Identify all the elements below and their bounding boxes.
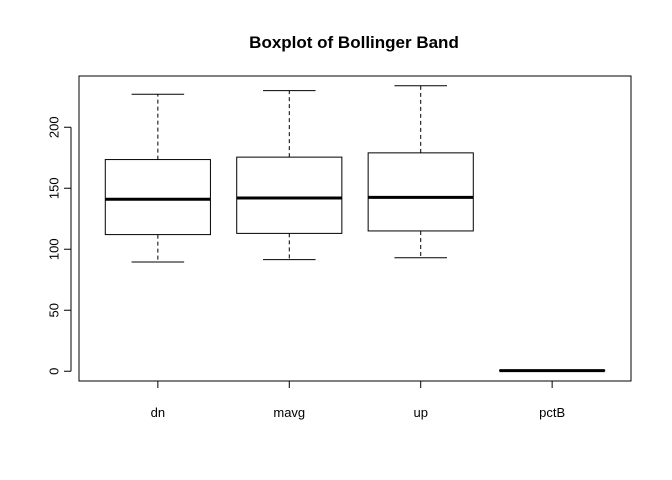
iqr-box [236, 156, 343, 234]
x-tick-label: mavg [273, 405, 305, 420]
x-axis: dn mavg up pctB [151, 380, 565, 420]
plot-frame [78, 75, 632, 382]
box-dn [104, 93, 211, 263]
y-axis: 0 50 100 150 200 [47, 116, 72, 375]
boxes-group [104, 85, 606, 373]
x-tick-label: pctB [539, 405, 565, 420]
y-tick-label: 100 [47, 238, 62, 260]
box-pctB [499, 369, 606, 373]
box-mavg [236, 90, 343, 261]
x-tick-label: dn [151, 405, 165, 420]
iqr-box [367, 152, 474, 232]
y-tick-label: 0 [47, 368, 62, 375]
box-up [367, 85, 474, 259]
iqr-box [104, 159, 211, 236]
y-tick-label: 150 [47, 177, 62, 199]
y-tick-label: 50 [47, 303, 62, 317]
x-tick-label: up [413, 405, 427, 420]
y-tick-label: 200 [47, 116, 62, 138]
chart-title: Boxplot of Bollinger Band [249, 33, 459, 52]
